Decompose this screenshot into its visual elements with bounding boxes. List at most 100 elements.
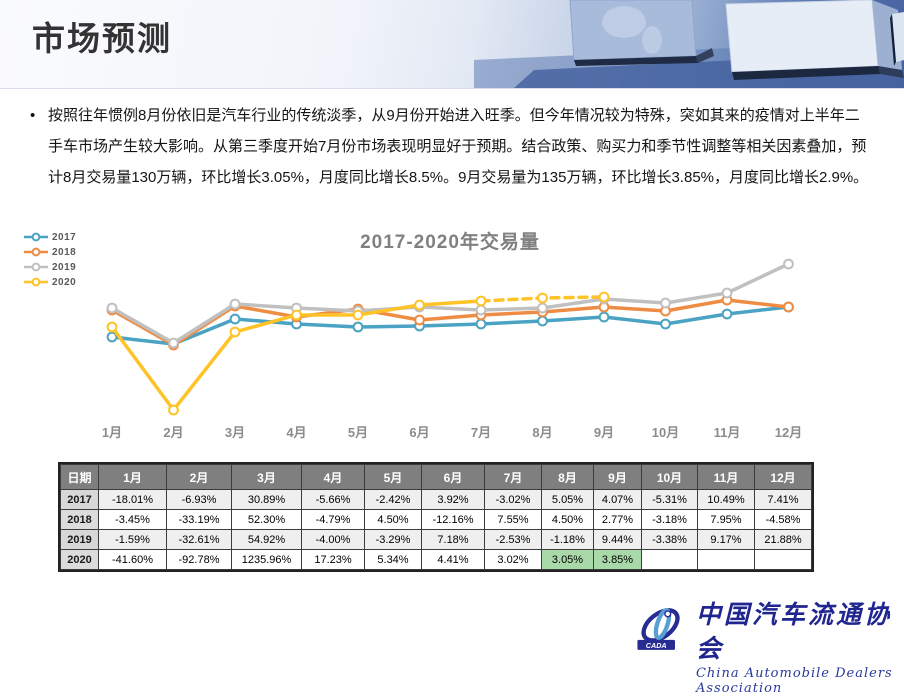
table-cell: -5.31% <box>641 489 698 510</box>
chart-title: 2017-2020年交易量 <box>360 232 540 253</box>
data-point-2019 <box>721 287 733 299</box>
data-point-2020 <box>537 292 548 304</box>
x-axis-label: 10月 <box>652 425 679 440</box>
legend-label: 2018 <box>52 246 77 258</box>
data-point-2019 <box>475 304 487 316</box>
logo-text-block: 中国汽车流通协会 China Automobile Dealers Associ… <box>696 598 904 696</box>
x-axis-label: 2月 <box>163 425 183 440</box>
data-point-2017 <box>537 315 548 327</box>
data-point-2020 <box>229 326 241 338</box>
table-cell <box>641 549 698 570</box>
table-cell: -3.02% <box>484 489 542 510</box>
table-cell: 4.50% <box>541 509 594 530</box>
table-cell: 17.23% <box>301 549 365 570</box>
table-row-2018: 2018 -3.45% -33.19% 52.30% -4.79% 4.50% -12.16… <box>60 509 812 530</box>
table-cell: 1235.96% <box>231 549 302 570</box>
table-cell: -32.61% <box>166 529 232 550</box>
table-cell: 10.49% <box>697 489 755 510</box>
table-header-cell: 1月 <box>98 464 167 490</box>
table-cell: -18.01% <box>98 489 167 510</box>
table-header-cell: 11月 <box>697 464 755 490</box>
legend-label: 2020 <box>52 276 77 288</box>
x-axis-label: 12月 <box>775 425 802 440</box>
data-point-2019 <box>537 302 548 314</box>
legend-marker-icon <box>24 247 48 257</box>
table-cell: -33.19% <box>166 509 232 530</box>
table-cell: 3.05% <box>541 549 594 570</box>
data-point-2017 <box>721 308 733 320</box>
legend-item-2017: 2017 <box>24 230 76 244</box>
row-year-label: 2018 <box>60 509 99 530</box>
x-axis-label: 5月 <box>348 425 368 440</box>
legend-item-2018: 2018 <box>24 245 76 259</box>
table-cell: 4.07% <box>593 489 642 510</box>
table-cell: 7.41% <box>754 489 812 510</box>
table-cell: 7.95% <box>697 509 755 530</box>
x-axis-label: 3月 <box>225 425 245 440</box>
table-header-cell: 4月 <box>301 464 365 490</box>
line-chart: 1月 2月 3月 4月 5月 6月 7月 8月 9月 10月 11月 12月 <box>102 258 802 440</box>
table-cell: -92.78% <box>166 549 232 570</box>
monthly-growth-table: 日期 1月 2月 3月 4月 5月 6月 7月 8月 9月 10月 11月 12月 2017 -18.01… <box>58 462 814 572</box>
legend-marker-icon <box>24 232 48 242</box>
legend-marker-icon <box>24 262 48 272</box>
table-cell: -4.00% <box>301 529 365 550</box>
table-header-cell: 6月 <box>421 464 485 490</box>
data-point-2017 <box>660 318 671 330</box>
x-axis-label: 9月 <box>594 425 614 440</box>
logo-english-name: China Automobile Dealers Association <box>695 666 893 696</box>
table-cell: 54.92% <box>231 529 302 550</box>
data-point-2020 <box>168 404 179 416</box>
table-cell: 2.77% <box>593 509 642 530</box>
table-cell: 9.17% <box>697 529 755 550</box>
data-point-2020 <box>598 291 610 303</box>
data-point-2019 <box>168 337 179 349</box>
table-header-row: 日期 1月 2月 3月 4月 5月 6月 7月 8月 9月 10月 11月 12月 <box>60 464 812 490</box>
table-cell: 7.55% <box>484 509 542 530</box>
table-header-cell: 12月 <box>754 464 812 490</box>
data-point-2019 <box>106 302 118 314</box>
chart-legend: 2017 2018 2019 2020 <box>24 230 76 290</box>
legend-label: 2017 <box>52 231 77 243</box>
data-point-2020 <box>475 295 487 307</box>
table-cell: 30.89% <box>231 489 302 510</box>
table-cell: -5.66% <box>301 489 365 510</box>
table-cell: 5.34% <box>364 549 422 570</box>
decorative-cubes-image <box>474 0 904 88</box>
table-header-cell: 3月 <box>231 464 302 490</box>
legend-marker-icon <box>24 277 48 287</box>
data-point-2017 <box>598 311 610 323</box>
legend-item-2019: 2019 <box>24 260 76 274</box>
bullet-point: • <box>30 107 36 124</box>
table-header-cell: 2月 <box>166 464 232 490</box>
table-cell: -3.45% <box>98 509 167 530</box>
table-header-cell: 8月 <box>541 464 594 490</box>
row-year-label: 2020 <box>60 549 99 570</box>
summary-text: 按照往年惯例8月份依旧是汽车行业的传统淡季，从9月份开始进入旺季。但今年情况较为… <box>48 107 869 186</box>
table-cell: 7.18% <box>421 529 485 550</box>
table-cell: 3.92% <box>421 489 485 510</box>
table-cell: -2.42% <box>364 489 422 510</box>
table-cell: 52.30% <box>231 509 302 530</box>
data-point-2017 <box>106 331 118 343</box>
cada-emblem-icon: CADA <box>637 608 680 650</box>
summary-paragraph: • 按照往年惯例8月份依旧是汽车行业的传统淡季，从9月份开始进入旺季。但今年情况… <box>28 100 874 193</box>
table-header-cell: 日期 <box>60 464 99 490</box>
table-cell: -1.59% <box>98 529 167 550</box>
data-point-2017 <box>352 321 364 333</box>
cada-emblem-text: CADA <box>646 641 667 650</box>
table-cell: -6.93% <box>166 489 232 510</box>
table-cell: -3.18% <box>641 509 698 530</box>
x-axis-label: 1月 <box>102 425 122 440</box>
table-cell <box>754 549 812 570</box>
table-cell: -12.16% <box>421 509 485 530</box>
table-cell: -3.29% <box>364 529 422 550</box>
data-point-2020 <box>414 299 425 311</box>
data-point-2019 <box>660 297 671 309</box>
data-point-2017 <box>475 318 487 330</box>
table-header-cell: 7月 <box>484 464 542 490</box>
x-axis-label: 7月 <box>471 425 491 440</box>
table-cell: -3.38% <box>641 529 698 550</box>
table-row-2017: 2017 -18.01% -6.93% 30.89% -5.66% -2.42% 3.92%… <box>60 489 812 510</box>
table-cell: 9.44% <box>593 529 642 550</box>
